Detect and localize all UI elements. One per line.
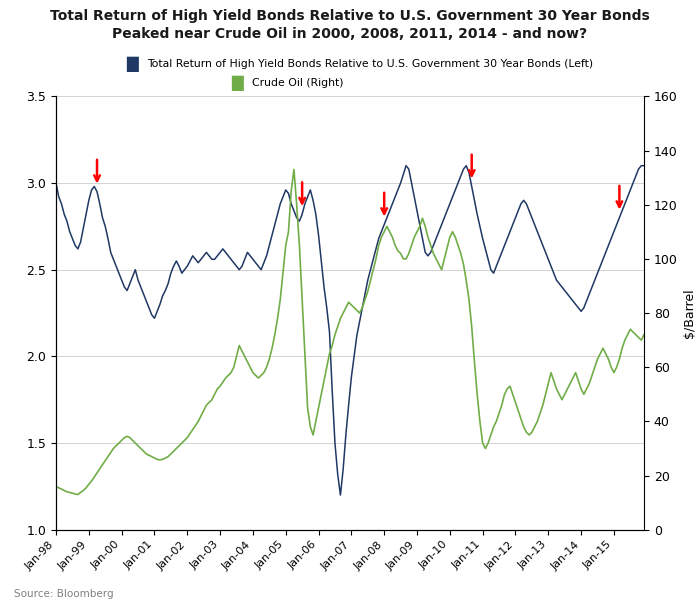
Text: █: █ xyxy=(231,75,243,91)
Text: Peaked near Crude Oil in 2000, 2008, 2011, 2014 - and now?: Peaked near Crude Oil in 2000, 2008, 201… xyxy=(113,27,587,41)
Text: Total Return of High Yield Bonds Relative to U.S. Government 30 Year Bonds: Total Return of High Yield Bonds Relativ… xyxy=(50,9,650,23)
Text: █: █ xyxy=(126,57,138,72)
Y-axis label: $/Barrel: $/Barrel xyxy=(683,288,696,338)
Text: Crude Oil (Right): Crude Oil (Right) xyxy=(252,78,344,88)
Text: Source: Bloomberg: Source: Bloomberg xyxy=(14,589,113,599)
Text: Total Return of High Yield Bonds Relative to U.S. Government 30 Year Bonds (Left: Total Return of High Yield Bonds Relativ… xyxy=(147,60,593,69)
